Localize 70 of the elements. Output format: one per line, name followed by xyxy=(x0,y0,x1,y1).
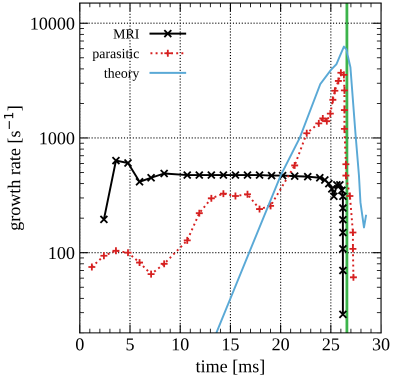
point xyxy=(267,171,276,180)
legend-label: theory xyxy=(104,68,140,81)
point xyxy=(349,272,358,282)
x-tick-label: 25 xyxy=(322,338,340,350)
point xyxy=(338,266,348,275)
point xyxy=(194,208,204,218)
x-tick-label: 10 xyxy=(172,338,189,350)
point xyxy=(348,228,358,237)
point xyxy=(290,161,300,170)
point xyxy=(112,246,120,256)
point xyxy=(338,244,348,254)
point xyxy=(342,171,350,180)
y-axis-title: growth rate [s$^{−1}$] xyxy=(4,106,24,230)
point xyxy=(255,204,264,214)
point xyxy=(255,170,264,180)
point xyxy=(338,215,348,224)
point xyxy=(124,248,132,258)
point xyxy=(266,201,275,210)
point xyxy=(303,172,312,182)
x-tick-label: 30 xyxy=(372,338,390,350)
point xyxy=(340,106,349,114)
point xyxy=(112,156,120,165)
point xyxy=(340,124,349,134)
point xyxy=(219,189,228,198)
point xyxy=(322,116,332,126)
point xyxy=(87,262,96,272)
x-tick-label: 15 xyxy=(222,338,239,350)
x-tick-label: 20 xyxy=(272,338,289,350)
point xyxy=(135,177,144,186)
point xyxy=(124,158,132,168)
point xyxy=(290,172,300,180)
line-series xyxy=(215,46,367,333)
point xyxy=(330,86,340,96)
point xyxy=(135,258,144,267)
legend-label: parasitic xyxy=(92,48,139,62)
point xyxy=(160,169,169,178)
y-tick-label: 100 xyxy=(49,246,74,260)
point xyxy=(338,228,348,237)
x-tick-label: 0 xyxy=(76,338,84,350)
point xyxy=(340,86,349,95)
point xyxy=(219,170,228,180)
point xyxy=(146,173,156,182)
point xyxy=(206,194,216,203)
point xyxy=(231,192,240,200)
point xyxy=(338,310,348,319)
point xyxy=(346,192,354,200)
point xyxy=(342,160,350,169)
point xyxy=(194,170,204,180)
point xyxy=(231,170,240,180)
point xyxy=(100,215,108,224)
y-tick-label: 10000 xyxy=(31,18,74,30)
point xyxy=(243,170,252,180)
point xyxy=(326,109,335,118)
point xyxy=(302,128,312,138)
point xyxy=(182,170,192,180)
point xyxy=(328,95,338,104)
point xyxy=(206,170,216,180)
y-tick-label: 1000 xyxy=(40,132,74,144)
point xyxy=(338,204,348,212)
point xyxy=(182,236,192,245)
point xyxy=(336,180,344,190)
point xyxy=(146,270,156,279)
legend-label: MRI xyxy=(114,29,139,38)
point xyxy=(348,244,358,254)
point xyxy=(278,171,288,180)
x-axis-title: time [ms] xyxy=(196,360,264,375)
x-tick-label: 5 xyxy=(126,338,134,350)
point xyxy=(100,251,108,260)
point xyxy=(243,190,252,199)
point xyxy=(160,259,169,268)
